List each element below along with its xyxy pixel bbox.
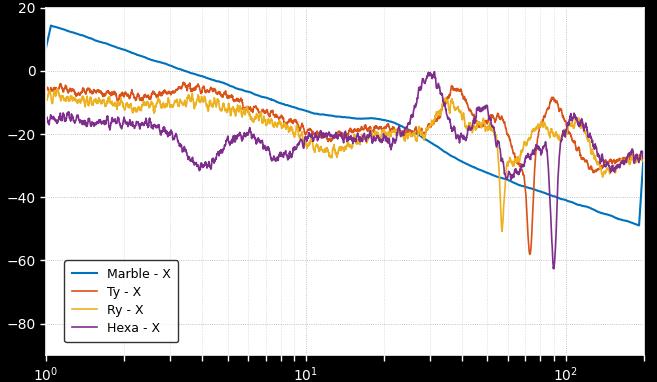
Ry - X xyxy=(629,154,637,158)
Marble - X xyxy=(47,23,55,28)
Line: Hexa - X: Hexa - X xyxy=(46,72,644,269)
Ry - X xyxy=(53,86,61,91)
Hexa - X xyxy=(42,116,50,120)
Legend: Marble - X, Ty - X, Ry - X, Hexa - X: Marble - X, Ty - X, Ry - X, Hexa - X xyxy=(64,260,178,342)
Ty - X xyxy=(42,86,50,90)
Ty - X xyxy=(146,96,154,101)
Ry - X xyxy=(640,157,648,161)
Ty - X xyxy=(526,252,533,257)
Marble - X xyxy=(110,44,118,49)
Line: Marble - X: Marble - X xyxy=(46,26,644,225)
Ty - X xyxy=(629,154,637,159)
Ty - X xyxy=(271,113,279,118)
Marble - X xyxy=(564,199,572,203)
Marble - X xyxy=(628,221,636,225)
Ty - X xyxy=(298,123,306,128)
Hexa - X xyxy=(430,70,438,74)
Ty - X xyxy=(640,157,648,161)
Ry - X xyxy=(110,102,118,106)
Line: Ry - X: Ry - X xyxy=(46,89,644,231)
Line: Ty - X: Ty - X xyxy=(46,82,644,254)
Hexa - X xyxy=(550,267,558,271)
Marble - X xyxy=(635,223,643,228)
Ry - X xyxy=(271,123,279,128)
Hexa - X xyxy=(564,123,572,127)
Ty - X xyxy=(110,90,118,95)
Ty - X xyxy=(179,80,187,84)
Ry - X xyxy=(564,125,572,129)
Marble - X xyxy=(640,149,648,154)
Hexa - X xyxy=(629,147,637,152)
Ry - X xyxy=(498,229,506,234)
Marble - X xyxy=(42,45,50,50)
Hexa - X xyxy=(146,117,154,121)
Hexa - X xyxy=(110,119,118,124)
Hexa - X xyxy=(271,158,279,163)
Hexa - X xyxy=(297,137,305,142)
Marble - X xyxy=(298,107,306,112)
Ry - X xyxy=(42,97,50,102)
Marble - X xyxy=(146,57,154,62)
Ty - X xyxy=(564,130,572,135)
Ry - X xyxy=(298,133,306,138)
Marble - X xyxy=(271,99,279,104)
Hexa - X xyxy=(640,153,648,158)
Ry - X xyxy=(146,102,154,107)
